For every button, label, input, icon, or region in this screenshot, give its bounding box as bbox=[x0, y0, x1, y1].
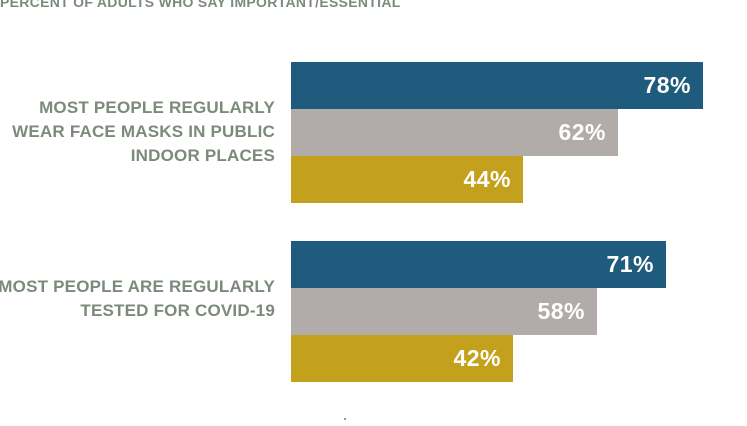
bar-value-label: 58% bbox=[537, 298, 585, 324]
category-label-masks: MOST PEOPLE REGULARLY WEAR FACE MASKS IN… bbox=[12, 98, 275, 165]
bar-group2-series3: 42% bbox=[291, 335, 513, 382]
bar-value-label: 42% bbox=[453, 345, 501, 371]
chart-subtitle: PERCENT OF ADULTS WHO SAY IMPORTANT/ESSE… bbox=[0, 0, 401, 10]
decorative-dot bbox=[344, 418, 346, 420]
category-label-testing: MOST PEOPLE ARE REGULARLY TESTED FOR COV… bbox=[0, 277, 275, 320]
bar-value-label: 44% bbox=[463, 166, 511, 192]
bar-group1-series2: 62% bbox=[291, 109, 618, 156]
bar-group2-series1: 71% bbox=[291, 241, 666, 288]
bar-group1-series1: 78% bbox=[291, 62, 703, 109]
bar-value-label: 71% bbox=[606, 251, 654, 277]
bar-group1-series3: 44% bbox=[291, 156, 523, 203]
bar-group2-series2: 58% bbox=[291, 288, 597, 335]
bar-value-label: 62% bbox=[558, 119, 606, 145]
bar-value-label: 78% bbox=[643, 72, 691, 98]
